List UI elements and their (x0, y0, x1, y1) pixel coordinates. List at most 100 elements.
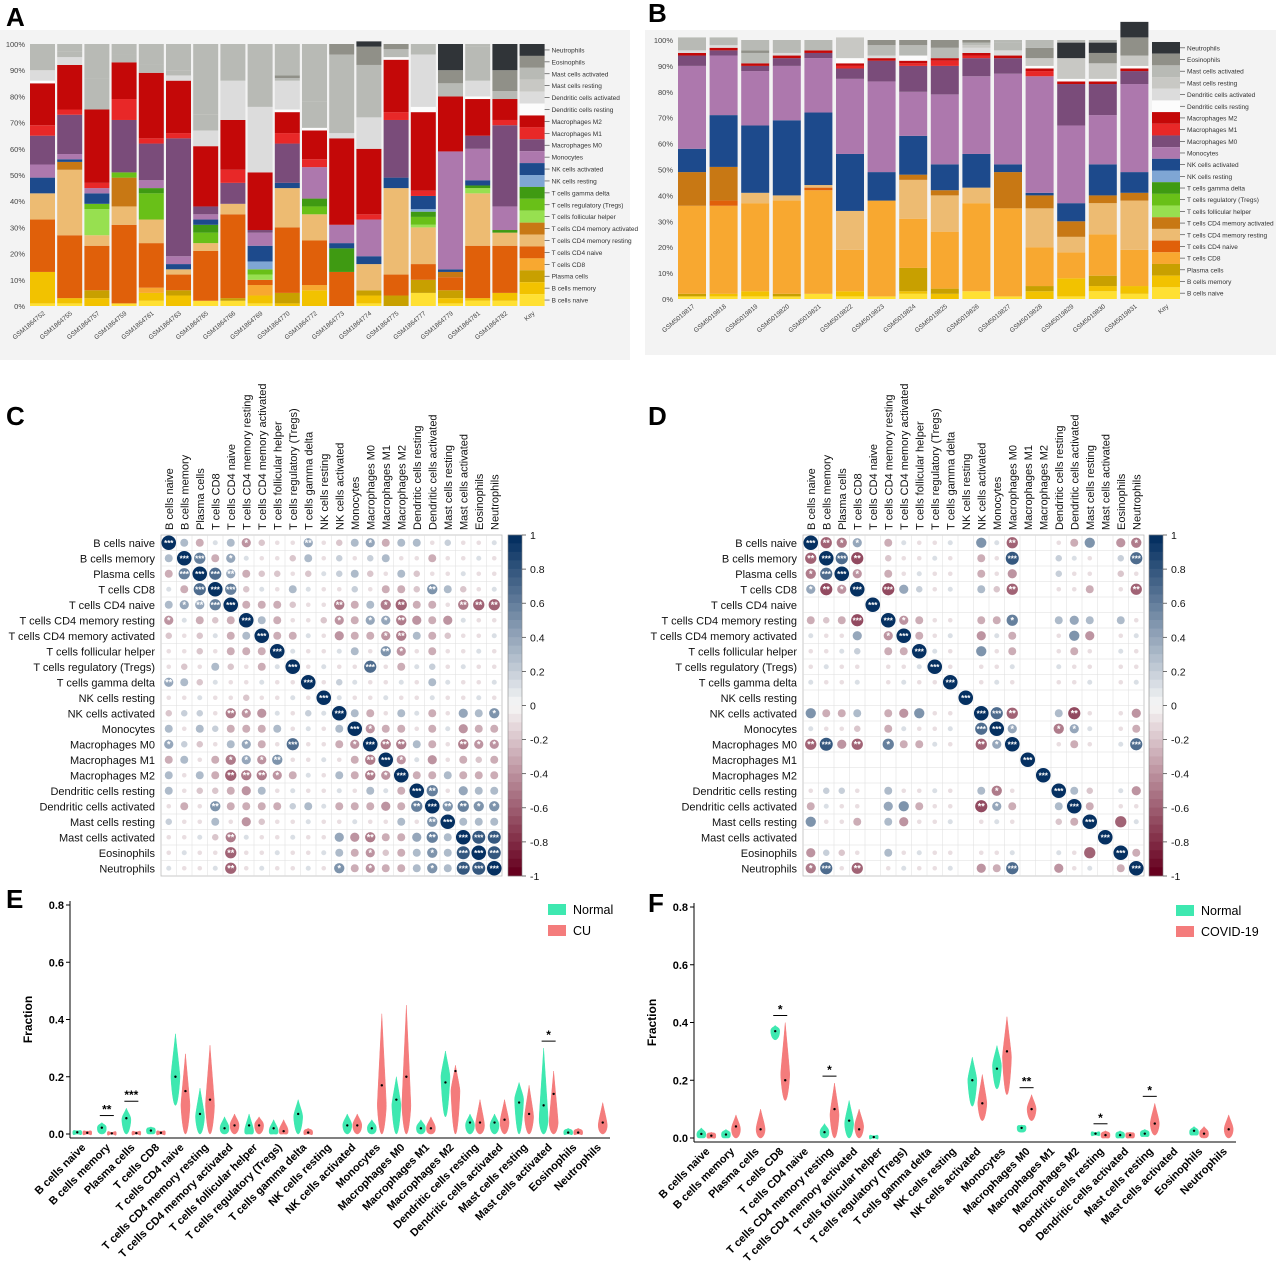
panel-d-correlation-dot (947, 803, 953, 809)
panel-d-colorbar-band (1149, 739, 1163, 749)
panel-d-correlation-dot (837, 584, 847, 594)
panel-b-bar-segment-b-cells-naive (1120, 293, 1149, 299)
panel-c-significance-mark: *** (428, 802, 438, 811)
panel-a-bar-segment-macrophages-m2 (84, 109, 110, 183)
panel-b-bar-segment-t-cells-cd4-memory-resting (1120, 200, 1149, 250)
panel-a-bar-segment-t-cells-cd4-memory-resting (220, 203, 246, 215)
panel-b-bar-segment-nk-cells-activated (962, 153, 991, 188)
panel-c-correlation-dot (487, 830, 501, 844)
panel-b-bar-segment-dendritic-cells-resting (1088, 78, 1117, 82)
panel-c-significance-mark: *** (211, 601, 221, 610)
panel-c-correlation-dot (243, 850, 249, 856)
panel-a-bar-segment-dendritic-cells-resting (465, 96, 491, 100)
panel-a-key-label: Macrophages M2 (552, 119, 603, 126)
panel-c-correlation-dot (225, 862, 237, 874)
panel-b-bar-segment-eosinophils (1025, 47, 1054, 59)
panel-c-significance-mark: * (229, 755, 233, 765)
panel-d-correlation-dot (977, 616, 986, 625)
panel-a-bar-segment-mast-cells-activated (220, 44, 246, 81)
panel-c-colorbar-band (508, 824, 522, 834)
panel-a-bar-segment-nk-cells-activated (438, 269, 463, 272)
panel-e-violin-median-dot (272, 1127, 275, 1130)
panel-a-bar-segment-t-cells-cd4-naive (247, 279, 273, 286)
panel-b-bar-segment-plasma-cells (1025, 286, 1054, 292)
panel-c-col-label-nk-cells-resting: NK cells resting (319, 454, 331, 530)
panel-c-correlation-dot (475, 756, 483, 764)
panel-c-correlation-dot (166, 850, 172, 856)
panel-b-bar-segment-monocytes (709, 55, 738, 116)
panel-d-correlation-dot (822, 709, 831, 718)
panel-d-significance-mark: * (840, 584, 844, 594)
panel-b-bar-segment-monocytes (1088, 115, 1117, 165)
panel-d-significance-mark: *** (822, 740, 832, 749)
panel-c-correlation-dot (474, 817, 483, 826)
panel-d-correlation-dot (808, 726, 814, 732)
panel-a-bar-segment-nk-cells-activated (329, 243, 355, 249)
panel-d-col-label-macrophages-m0: Macrophages M0 (1007, 445, 1019, 530)
panel-d-correlation-dot (932, 865, 938, 871)
panel-a-key-label: Macrophages M1 (552, 131, 603, 138)
panel-e-ytick-label: 0.6 (49, 957, 64, 969)
panel-c-correlation-dot (228, 819, 234, 825)
panel-c-correlation-dot (491, 555, 497, 561)
panel-c-correlation-dot (211, 817, 220, 826)
panel-c-colorbar-band (508, 688, 522, 698)
panel-a-bar-segment-mast-cells-activated (438, 83, 463, 97)
panel-b-bar-segment-dendritic-cells-activated (994, 50, 1022, 56)
panel-d-significance-mark: ** (1009, 584, 1017, 594)
panel-d-correlation-dot (947, 648, 953, 654)
panel-d-correlation-dot (1087, 865, 1093, 871)
panel-b-bar-segment-b-cells-naive (772, 296, 801, 299)
panel-d-significance-mark: * (1057, 724, 1061, 734)
panel-a-key-swatch-t-cells-follicular-helper (519, 210, 545, 223)
panel-c-correlation-dot (273, 570, 281, 578)
panel-b-bar-segment-macrophages-m2 (678, 52, 706, 56)
panel-a-bar-segment-monocytes (84, 188, 110, 194)
panel-d-colorbar-tick-label: 1 (1171, 530, 1177, 542)
panel-a-bar-segment-macrophages-m2 (247, 172, 273, 231)
panel-a-bar-segment-nk-cells-activated (166, 264, 191, 270)
panel-c-correlation-dot (288, 585, 297, 594)
panel-d-correlation-dot (1085, 802, 1094, 811)
panel-e-violin-median-dot (233, 1124, 236, 1127)
panel-e-violin-cu-t-cells-cd4-memory-activated (229, 1113, 240, 1135)
panel-d-correlation-dot (1071, 586, 1077, 592)
panel-a-bar-segment-macrophages-m2 (30, 83, 55, 126)
panel-d-correlation-dot (820, 583, 833, 596)
panel-d-colorbar-tick-label: 0.6 (1171, 598, 1186, 610)
panel-b-bar-segment-eosinophils (1088, 52, 1117, 64)
panel-a-bar-segment-b-cells-memory (57, 298, 83, 304)
panel-c-correlation-dot (258, 539, 266, 547)
panel-d-correlation-dot (1056, 540, 1062, 546)
panel-a-bar-segment-macrophages-m2 (492, 99, 518, 120)
panel-b-bar-segment-monocytes (1025, 76, 1054, 193)
panel-b-bar-segment-t-cells-cd8 (867, 200, 896, 297)
panel-b-key-label: Macrophages M2 (1187, 115, 1238, 122)
panel-c-correlation-dot (321, 865, 327, 871)
panel-b-bar-segment-mast-cells-activated (994, 40, 1022, 43)
panel-d-significance-mark: * (1072, 724, 1076, 734)
panel-b-bar-segment-macrophages-m1 (930, 60, 959, 66)
panel-b-bar-segment-nk-cells-activated (836, 153, 864, 211)
panel-d-significance-mark: *** (946, 678, 956, 687)
panel-f-legend-label-normal: Normal (1201, 904, 1241, 918)
panel-e-violin-median-dot (405, 1075, 408, 1078)
panel-a-bar-segment-t-cells-cd4-memory-resting (193, 243, 219, 251)
panel-b-bar-segment-t-cells-cd4-memory-resting (741, 192, 770, 204)
panel-c-colorbar-band (508, 696, 522, 706)
panel-c-significance-mark: * (229, 553, 233, 563)
panel-c-colorbar-band (508, 747, 522, 757)
panel-c-correlation-dot (304, 570, 312, 578)
panel-d-correlation-dot (932, 555, 938, 561)
panel-c-correlation-dot (350, 864, 359, 873)
panel-c-row-label-dendritic-cells-activated: Dendritic cells activated (39, 801, 155, 813)
panel-b-key-swatch-monocytes (1152, 147, 1180, 159)
panel-c-colorbar-band (508, 730, 522, 740)
panel-b-bar-segment-dendritic-cells-resting (899, 55, 928, 61)
panel-a-bar-segment-macrophages-m0 (57, 114, 83, 155)
panel-c-colorbar-band (508, 585, 522, 595)
panel-c-correlation-dot (352, 788, 358, 794)
panel-c-correlation-dot (350, 739, 360, 749)
panel-d-correlation-dot (1133, 803, 1139, 809)
panel-c-row-label-nk-cells-activated: NK cells activated (68, 708, 155, 720)
